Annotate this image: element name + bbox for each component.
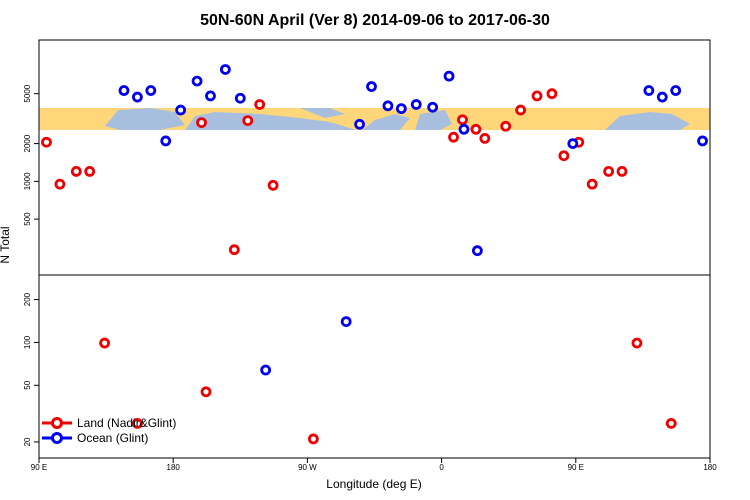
- y-tick-label: 20: [23, 437, 32, 446]
- upper-panel-frame: [38, 39, 711, 276]
- y-tick-label: 1000: [23, 172, 32, 190]
- ocean-point: [643, 85, 655, 96]
- y-tick-label: 5000: [23, 84, 32, 102]
- ocean-point: [366, 81, 377, 92]
- ocean-point: [205, 90, 216, 102]
- y-tick-label: 50: [23, 380, 32, 389]
- ocean-point: [471, 245, 483, 257]
- y-tick-label: 2000: [23, 134, 32, 152]
- land-point: [546, 88, 558, 100]
- ocean-point: [697, 135, 708, 147]
- x-axis-label: Longitude (deg E): [326, 477, 421, 491]
- ocean-point: [427, 101, 439, 113]
- x-tick-label: 90 W: [298, 463, 317, 472]
- x-tick-label: 90 E: [568, 463, 584, 472]
- ocean-point: [118, 85, 130, 96]
- y-tick-label: 100: [23, 335, 32, 349]
- land-point: [200, 386, 212, 398]
- land-point: [196, 117, 207, 129]
- map-ocean-region: [105, 108, 185, 130]
- land-point: [665, 417, 677, 429]
- land-point: [470, 123, 482, 135]
- legend-marker-ocean: [51, 432, 63, 444]
- ocean-point: [354, 118, 365, 130]
- land-point: [70, 166, 82, 177]
- ocean-point: [567, 138, 579, 149]
- land-point: [479, 132, 491, 144]
- land-point: [41, 136, 52, 148]
- legend-marker-land: [51, 417, 63, 429]
- map-ocean-region: [185, 112, 356, 130]
- map-strip: [39, 108, 710, 130]
- ocean-point: [191, 75, 203, 87]
- x-axis: 90 E 180 90 W 0 90 E 180: [31, 458, 717, 472]
- y-tick-label: 200: [23, 292, 32, 306]
- ocean-point: [670, 85, 682, 96]
- ocean-point: [260, 364, 272, 376]
- ocean-point: [219, 64, 231, 75]
- ocean-point: [443, 70, 455, 82]
- ocean-point: [340, 316, 352, 328]
- land-point: [558, 150, 570, 162]
- ocean-point: [175, 104, 187, 116]
- ocean-point: [395, 103, 407, 115]
- chart-title: 50N-60N April (Ver 8) 2014-09-06 to 2017…: [200, 12, 550, 29]
- land-point: [515, 104, 527, 116]
- land-point: [228, 244, 240, 256]
- land-point: [631, 337, 643, 349]
- ocean-point: [656, 91, 668, 103]
- y-tick-label: 500: [23, 212, 32, 226]
- land-point: [99, 337, 111, 349]
- land-point: [254, 99, 266, 110]
- land-point: [500, 120, 512, 132]
- y-axis-upper: 500 1000 2000 5000: [23, 84, 39, 226]
- map-ocean-region: [300, 108, 345, 118]
- y-axis-label: N Total: [0, 226, 12, 263]
- land-point: [84, 166, 96, 177]
- ocean-point: [160, 135, 172, 147]
- legend-label-land: Land (Nadir&Glint): [77, 416, 176, 430]
- y-axis-lower: 20 50 100 200: [23, 292, 39, 446]
- map-strip-ocean: [105, 108, 690, 130]
- ocean-point: [234, 92, 246, 104]
- map-ocean-region: [415, 110, 452, 130]
- legend-label-ocean: Ocean (Glint): [77, 431, 148, 445]
- land-point: [448, 131, 459, 143]
- lower-panel-frame: [38, 274, 711, 459]
- ocean-point: [132, 91, 143, 103]
- land-point: [242, 115, 254, 127]
- ocean-point: [145, 85, 157, 96]
- ocean-point: [382, 100, 394, 112]
- ocean-point: [458, 123, 470, 135]
- land-point: [267, 179, 279, 191]
- x-tick-label: 180: [167, 463, 181, 472]
- land-point: [457, 114, 468, 126]
- x-tick-label: 180: [703, 463, 717, 472]
- map-ocean-region: [362, 114, 410, 130]
- x-tick-label: 0: [439, 463, 444, 472]
- land-point: [586, 178, 598, 190]
- map-ocean-region: [605, 112, 690, 130]
- ocean-point: [410, 99, 422, 110]
- land-point: [132, 417, 143, 429]
- land-point: [531, 90, 543, 102]
- x-tick-label: 90 E: [31, 463, 47, 472]
- data-points: [41, 64, 708, 445]
- land-point: [616, 166, 628, 177]
- legend: Land (Nadir&Glint) Ocean (Glint): [42, 416, 176, 445]
- land-point: [307, 433, 319, 445]
- land-point: [54, 178, 66, 190]
- land-point: [603, 166, 615, 177]
